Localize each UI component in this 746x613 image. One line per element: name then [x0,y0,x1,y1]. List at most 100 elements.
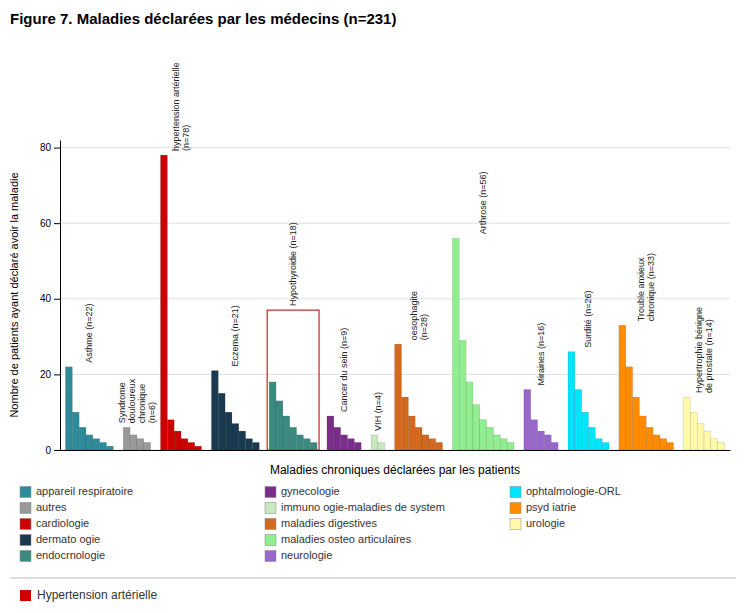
bar [218,393,225,450]
tick-label: 40 [40,293,52,304]
tick: 80 [40,142,60,153]
bar [538,431,545,450]
annotation-line: douloureux [127,378,137,423]
bar [195,446,202,450]
bar [347,439,354,450]
bar [544,435,551,450]
legend-label: psyd iatrie [526,501,576,513]
bar [371,435,378,450]
legend-label: appareil respiratoire [36,485,133,497]
footer-swatch [20,590,31,601]
bar-group [161,155,202,450]
bar [531,420,538,450]
bar [297,435,304,450]
tick-mark [54,299,60,300]
bar [704,431,711,450]
annotation: Trouble anxieuxchronique (n=33) [636,253,656,321]
bar [188,442,195,450]
footer-note: Hypertension artérielle [37,588,157,602]
bar [639,416,646,450]
bar [697,424,704,450]
legend-label: urologie [526,517,565,529]
bar [174,431,181,450]
bar [137,439,144,450]
legend-swatch [265,519,276,530]
annotation-line: Miraines (n=16) [536,323,546,386]
bar [246,439,253,450]
annotation-line: (n=78) [181,125,191,151]
grid-line [60,147,730,148]
bar [619,325,626,450]
bar [452,238,459,450]
bar [415,427,422,450]
legend-label: neurologie [281,549,332,561]
tick-label: 20 [40,369,52,380]
bar [378,442,385,450]
tick-mark [54,450,60,451]
legend-swatch [20,535,31,546]
bar [232,424,239,450]
annotation: Cancer du sein (n=9) [339,328,349,412]
legend-swatch [510,519,521,530]
bar [626,367,633,450]
legend-swatch [20,551,31,562]
bar-group [123,427,150,450]
bar [65,367,72,450]
x-axis [61,450,731,451]
bar [507,442,514,450]
bar [276,401,283,450]
legend-item: appareil respiratoire [20,485,133,498]
highlight-box [267,310,319,450]
annotation: Surdité (n=26) [583,290,593,347]
bar [395,344,402,450]
legend-item: maladies osteo articulaires [265,533,412,546]
bar [252,442,259,450]
tick: 60 [40,218,60,229]
bar [327,416,334,450]
bar [93,439,100,450]
annotation: oesophagite(n=28) [409,291,429,340]
bar [72,412,79,450]
bar [667,442,674,450]
legend-swatch [265,551,276,562]
legend-swatch [20,487,31,498]
bar [303,439,310,450]
bar [690,412,697,450]
x-axis-label: Maladies chroniques déclarées par les pa… [270,463,520,477]
bar [646,427,653,450]
legend: appareil respiratoireautrescardiologiede… [20,485,621,562]
annotation-line: Hypertrophie bénigne [694,307,704,393]
annotation-line: Trouble anxieux [636,257,646,321]
legend-item: cardiologie [20,517,89,530]
bar-group [211,371,259,450]
legend-item: immuno ogie-maladies de system [265,501,445,514]
bar [167,420,174,450]
tick: 40 [40,293,60,304]
bar [551,442,558,450]
bar [487,427,494,450]
legend-label: maladies digestives [281,517,377,529]
bar [408,416,415,450]
legend-swatch [510,487,521,498]
bar-group [619,325,674,450]
bar [595,439,602,450]
annotation-line: Surdité (n=26) [583,290,593,347]
annotation-line: Asthme (n=22) [84,304,94,363]
bar [633,397,640,450]
bar [480,420,487,450]
bar [524,390,531,450]
tick: 0 [45,445,60,456]
annotation-line: de prostate (n=14) [704,319,714,393]
legend-item: autres [20,501,67,514]
bar-group [568,352,609,450]
bar-group [452,238,514,450]
bar [568,352,575,450]
axis-line [61,450,731,451]
bar [239,431,246,450]
annotation-line: oesophagite [409,291,419,340]
bar [106,446,113,450]
bar [181,439,188,450]
legend-label: cardiologie [36,517,89,529]
annotation: Miraines (n=16) [536,323,546,386]
bar [334,427,341,450]
